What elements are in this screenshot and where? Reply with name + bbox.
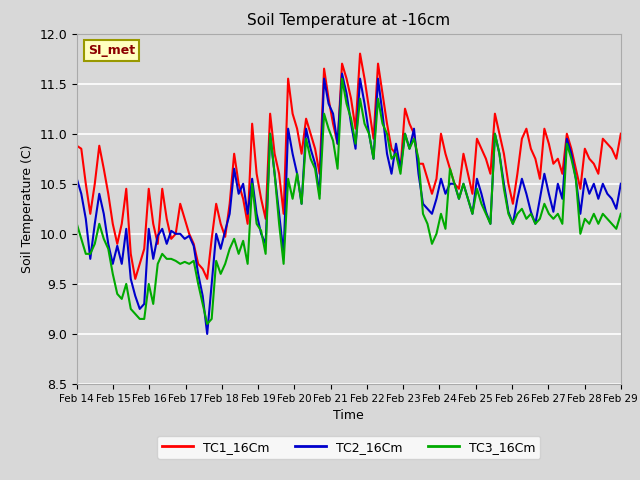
TC1_16Cm [73,143,81,149]
TC2_16Cm [73,176,81,181]
TC3_16Cm [73,221,81,227]
Line: TC3_16Cm: TC3_16Cm [77,79,621,324]
Legend: TC1_16Cm, TC2_16Cm, TC3_16Cm: TC1_16Cm, TC2_16Cm, TC3_16Cm [157,436,540,459]
TC3_16Cm [338,76,346,82]
TC2_16Cm [428,211,436,216]
TC3_16Cm [608,221,616,227]
TC1_16Cm [379,91,387,96]
TC2_16Cm [617,181,625,187]
TC2_16Cm [204,331,211,337]
TC2_16Cm [608,196,616,202]
Y-axis label: Soil Temperature (C): Soil Temperature (C) [20,144,34,273]
Text: SI_met: SI_met [88,44,135,57]
X-axis label: Time: Time [333,409,364,422]
TC1_16Cm [428,191,436,197]
TC1_16Cm [204,276,211,282]
TC1_16Cm [131,276,139,282]
TC3_16Cm [586,221,593,227]
TC1_16Cm [356,51,364,57]
Title: Soil Temperature at -16cm: Soil Temperature at -16cm [247,13,451,28]
TC3_16Cm [379,121,387,127]
TC2_16Cm [586,191,593,197]
Line: TC1_16Cm: TC1_16Cm [77,54,621,279]
TC2_16Cm [379,111,387,117]
TC3_16Cm [617,211,625,216]
TC2_16Cm [253,211,260,216]
TC3_16Cm [199,301,207,307]
TC2_16Cm [199,293,207,299]
TC1_16Cm [253,171,260,177]
TC1_16Cm [608,146,616,152]
TC2_16Cm [338,71,346,76]
Line: TC2_16Cm: TC2_16Cm [77,73,621,334]
TC3_16Cm [204,321,211,327]
TC1_16Cm [617,131,625,137]
TC3_16Cm [428,241,436,247]
TC1_16Cm [586,156,593,162]
TC3_16Cm [253,221,260,227]
